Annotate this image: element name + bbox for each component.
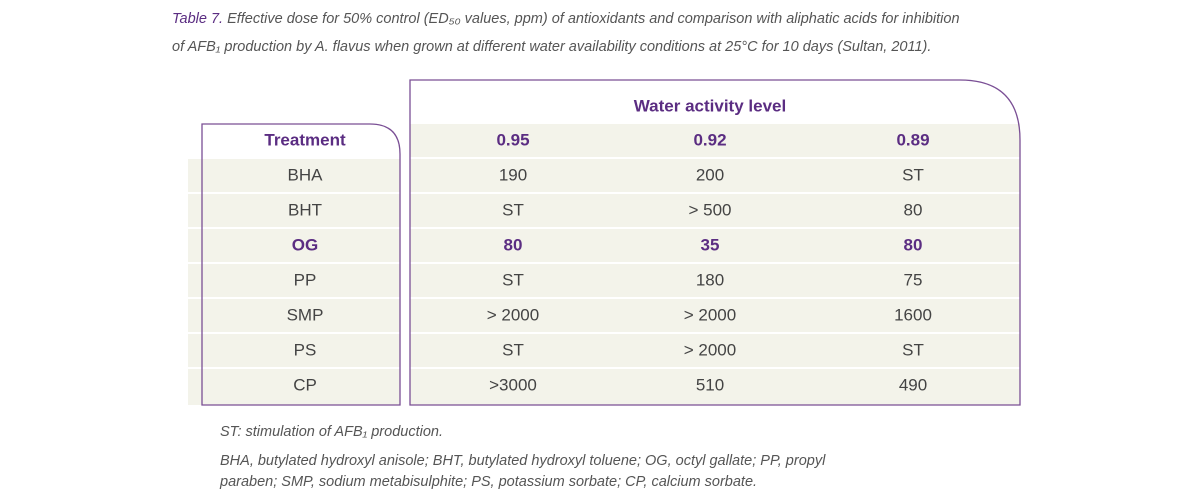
column-header: 0.89 — [896, 130, 929, 149]
table-cell: 490 — [899, 375, 927, 394]
caption-text: Effective dose for 50% control (ED₅₀ val… — [227, 11, 959, 27]
table-cell: 75 — [904, 270, 923, 289]
caption-line: Table 7. Effective dose for 50% control (… — [172, 11, 960, 27]
water-activity-frame — [409, 79, 1021, 406]
table-cell: ST — [502, 340, 524, 359]
table-cell: >3000 — [489, 375, 537, 394]
footnote: ST: stimulation of AFB₁ production. — [220, 424, 443, 440]
table-cell: SMP — [287, 305, 324, 324]
table-cell: ST — [902, 340, 924, 359]
table-cell: 200 — [696, 165, 724, 184]
table-cell: ST — [502, 270, 524, 289]
table-cell: 80 — [904, 200, 923, 219]
footnote: BHA, butylated hydroxyl anisole; BHT, bu… — [220, 453, 826, 469]
table-cell: 80 — [504, 235, 523, 254]
table-cell: > 500 — [688, 200, 731, 219]
table-cell: 80 — [904, 235, 923, 254]
row-background — [410, 124, 1020, 405]
table-cell: 35 — [701, 235, 720, 254]
table-cell: 190 — [499, 165, 527, 184]
caption-label: Table 7. — [172, 11, 223, 27]
table-cell: ST — [902, 165, 924, 184]
table-cell: > 2000 — [684, 305, 736, 324]
table-cell: OG — [292, 235, 318, 254]
table-cell: BHA — [288, 165, 324, 184]
footnote: paraben; SMP, sodium metabisulphite; PS,… — [219, 474, 757, 490]
table-cell: 510 — [696, 375, 724, 394]
table-cell: CP — [293, 375, 317, 394]
table-cell: > 2000 — [487, 305, 539, 324]
caption-line: of AFB₁ production by A. flavus when gro… — [172, 39, 931, 55]
table-cell: PS — [294, 340, 317, 359]
table-cell: 1600 — [894, 305, 932, 324]
group-header: Water activity level — [634, 96, 786, 115]
table-cell: 180 — [696, 270, 724, 289]
table-cell: ST — [502, 200, 524, 219]
treatment-frame — [201, 123, 401, 406]
column-header: 0.92 — [693, 130, 726, 149]
row-background — [188, 158, 400, 405]
table-cell: BHT — [288, 200, 322, 219]
row-separators — [188, 157, 1020, 369]
column-header: Treatment — [264, 130, 346, 149]
table-cell: > 2000 — [684, 340, 736, 359]
table-cell: PP — [294, 270, 317, 289]
column-header: 0.95 — [496, 130, 529, 149]
